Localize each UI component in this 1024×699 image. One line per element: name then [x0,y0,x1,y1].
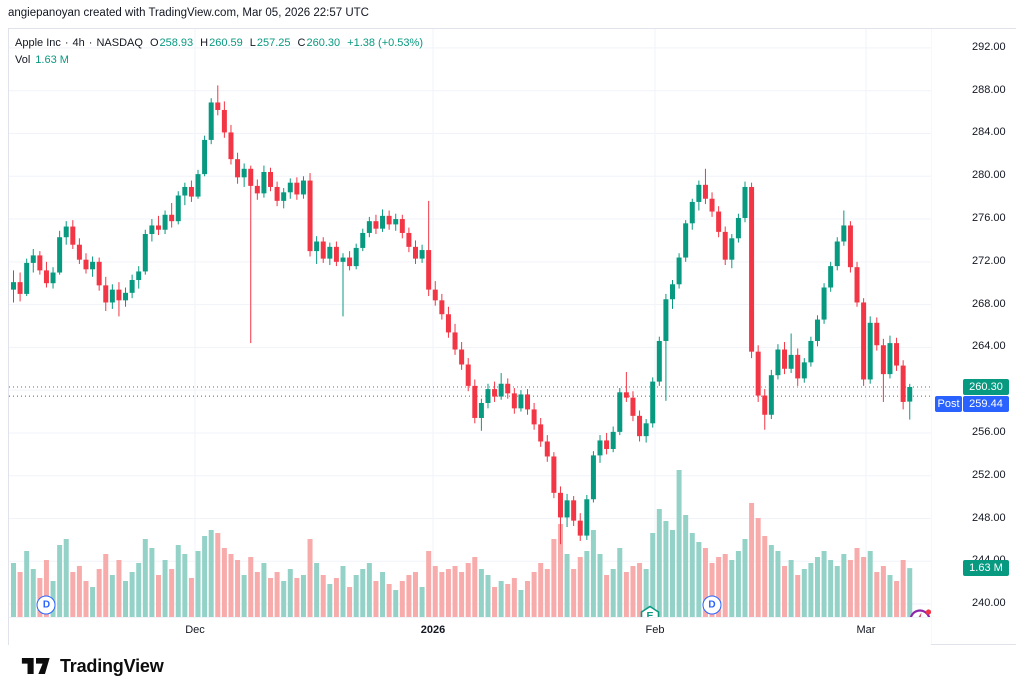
price-axis-label: 248.00 [972,511,1006,524]
earnings-icon: E [640,605,659,617]
price-axis-label: 252.00 [972,468,1006,481]
price-axis-label: 264.00 [972,340,1006,353]
spark-lightning-icon [909,609,931,617]
candlestick-chart[interactable] [9,29,931,617]
chart-legend[interactable]: Apple Inc · 4h · NASDAQ O258.93 H260.59 L257.25… [15,35,423,69]
high-label: H [200,37,209,49]
dividend-icon: D [36,595,56,615]
chart-pane[interactable]: Apple Inc · 4h · NASDAQ O258.93 H260.59 L257.25… [9,29,931,617]
change-value: +1.38 (+0.53%) [347,37,423,49]
open-value: 258.93 [159,37,194,49]
price-axis-label: 268.00 [972,297,1006,310]
post-market-price-badge: 259.44 [963,395,1009,412]
dividend-marker[interactable]: D [36,595,56,615]
time-axis[interactable]: Dec 2026 Feb Mar [9,617,931,645]
time-axis-label-dec: Dec [185,624,205,636]
price-axis[interactable]: 260.30 Post 259.44 1.63 M 292.00 288.00 28… [931,29,1016,644]
volume-badge: 1.63 M [963,560,1009,577]
price-axis-label: 272.00 [972,254,1006,267]
close-label: C [297,37,306,49]
tradingview-logo[interactable]: TradingView [20,653,164,679]
time-axis-label-feb: Feb [645,624,665,636]
price-axis-label: 280.00 [972,169,1006,182]
time-axis-label-2026: 2026 [420,624,446,636]
volume-value: 1.63 M [35,54,69,66]
price-axis-label: 276.00 [972,212,1006,225]
chart-widget: Apple Inc · 4h · NASDAQ O258.93 H260.59 L257.25… [8,28,1016,645]
dividend-marker[interactable]: D [702,595,722,615]
post-market-label-badge: Post [935,395,962,412]
price-axis-label: 288.00 [972,83,1006,96]
open-label: O [149,37,159,49]
exchange: NASDAQ [96,37,143,49]
price-axis-label: 292.00 [972,40,1006,53]
price-axis-label: 256.00 [972,425,1006,438]
volume-label: Vol [15,54,31,66]
tradingview-mark-icon [21,658,50,674]
brand-name: TradingView [60,655,164,676]
low-label: L [249,37,256,49]
legend-row-volume: Vol 1.63 M [15,52,423,69]
timeframe[interactable]: 4h [72,37,85,49]
svg-text:E: E [646,610,653,617]
dividend-icon: D [702,595,722,615]
attribution-text: angiepanoyan created with TradingView.co… [8,7,369,19]
time-axis-label-mar: Mar [856,624,876,636]
last-price-badge: 260.30 [963,378,1009,395]
legend-row-main: Apple Inc · 4h · NASDAQ O258.93 H260.59 L257.25… [15,35,423,52]
low-value: 257.25 [256,37,291,49]
separator: · [88,37,93,49]
price-axis-label: 240.00 [972,597,1006,610]
high-value: 260.59 [209,37,243,49]
close-value: 260.30 [306,37,341,49]
price-axis-label: 284.00 [972,126,1006,139]
separator: · [64,37,69,49]
symbol-name[interactable]: Apple Inc [15,37,61,49]
